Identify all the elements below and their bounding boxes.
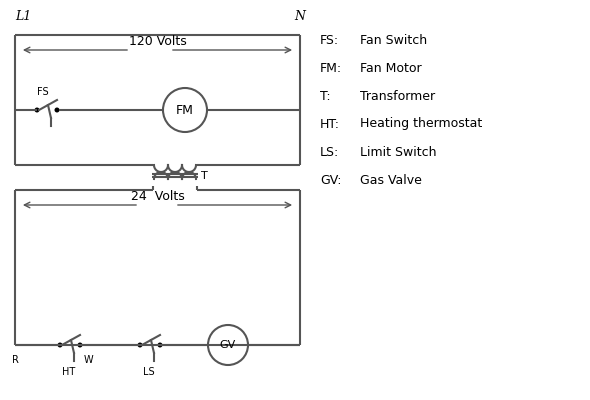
Text: GV:: GV: [320,174,342,186]
Text: LS: LS [143,367,155,377]
Text: 24  Volts: 24 Volts [130,190,184,203]
Text: T:: T: [320,90,330,102]
Text: R: R [12,355,18,365]
Text: Transformer: Transformer [360,90,435,102]
Text: HT:: HT: [320,118,340,130]
Text: Heating thermostat: Heating thermostat [360,118,482,130]
Text: W: W [84,355,94,365]
Circle shape [77,342,83,348]
Text: Limit Switch: Limit Switch [360,146,437,158]
Text: FM: FM [176,104,194,116]
Text: FM:: FM: [320,62,342,74]
Text: Fan Switch: Fan Switch [360,34,427,46]
Text: L1: L1 [15,10,31,23]
Text: HT: HT [63,367,76,377]
Text: FS: FS [37,87,48,97]
Text: GV: GV [220,340,236,350]
Text: T: T [201,171,208,181]
Text: Fan Motor: Fan Motor [360,62,422,74]
Text: LS:: LS: [320,146,339,158]
Circle shape [158,342,162,348]
Text: 120 Volts: 120 Volts [129,35,186,48]
Circle shape [34,108,40,112]
Text: FS:: FS: [320,34,339,46]
Circle shape [57,342,63,348]
Circle shape [54,108,60,112]
Text: N: N [294,10,306,23]
Text: Gas Valve: Gas Valve [360,174,422,186]
Circle shape [137,342,143,348]
